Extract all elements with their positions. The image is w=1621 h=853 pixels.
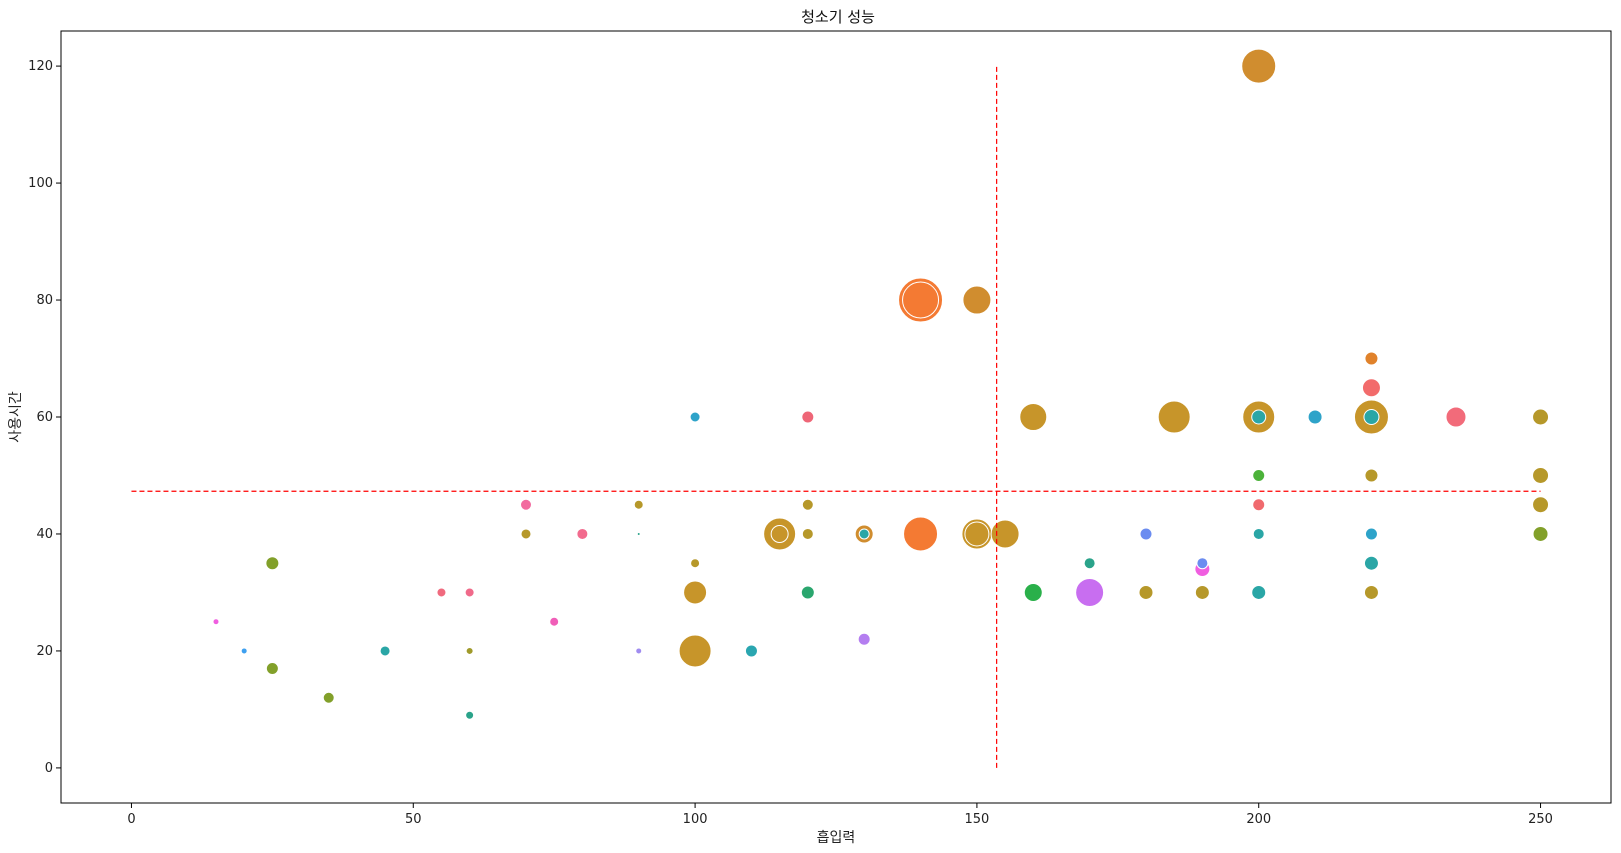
x-axis: 0 50 100 150 200 250 <box>127 803 1553 827</box>
data-point <box>1252 498 1266 512</box>
data-point <box>801 498 814 511</box>
y-tick-label: 40 <box>36 527 53 542</box>
data-point <box>265 661 279 675</box>
data-point <box>436 587 447 598</box>
data-point <box>1364 527 1378 541</box>
reference-lines <box>131 66 1541 768</box>
data-point <box>1019 403 1048 431</box>
data-point <box>1363 584 1379 600</box>
data-point <box>690 558 701 569</box>
data-point <box>1252 527 1265 540</box>
data-point <box>1251 409 1267 425</box>
data-point <box>902 281 940 319</box>
y-tick-label: 60 <box>36 410 53 425</box>
x-tick-label: 150 <box>964 812 989 827</box>
x-tick-label: 250 <box>1528 812 1553 827</box>
data-point <box>1361 378 1381 398</box>
data-point <box>990 519 1020 549</box>
data-point <box>379 645 391 657</box>
data-point <box>1445 406 1467 428</box>
data-point <box>1532 408 1550 426</box>
data-point <box>1139 527 1153 541</box>
data-point <box>520 528 532 540</box>
y-tick-label: 100 <box>28 176 53 191</box>
y-axis: 0 20 40 60 80 100 120 <box>28 59 61 776</box>
data-point <box>1252 468 1266 482</box>
y-axis-label: 사용시간 <box>8 391 24 443</box>
x-tick-label: 200 <box>1246 812 1271 827</box>
data-point <box>962 285 992 315</box>
x-axis-label: 흡입력 <box>817 830 856 846</box>
data-point <box>240 647 248 655</box>
data-point <box>800 585 815 600</box>
data-point <box>1364 468 1379 483</box>
data-point <box>1532 466 1550 484</box>
y-tick-label: 80 <box>36 293 53 308</box>
data-point <box>633 499 644 510</box>
data-point <box>464 587 475 598</box>
data-point <box>678 634 712 668</box>
data-point <box>520 498 532 511</box>
data-point <box>1532 525 1549 542</box>
x-tick-label: 50 <box>405 812 422 827</box>
data-point <box>465 710 475 720</box>
scatter-points <box>212 48 1550 720</box>
data-point <box>770 524 789 543</box>
data-point <box>964 521 990 547</box>
data-point <box>1307 409 1323 425</box>
data-point <box>683 580 708 605</box>
x-tick-label: 0 <box>127 812 135 827</box>
y-tick-label: 20 <box>36 644 53 659</box>
data-point <box>576 527 589 540</box>
data-point <box>1157 400 1191 434</box>
data-point <box>636 531 641 536</box>
y-tick-label: 120 <box>28 59 53 74</box>
data-point <box>857 632 871 646</box>
data-point <box>1194 584 1210 600</box>
data-point <box>801 410 815 424</box>
data-point <box>903 516 939 552</box>
chart-title: 청소기 성능 <box>801 8 875 26</box>
y-tick-label: 0 <box>45 761 53 776</box>
data-point <box>689 411 701 423</box>
data-point <box>1138 584 1154 600</box>
data-point <box>549 616 560 627</box>
data-point <box>265 556 280 571</box>
data-point <box>1363 555 1379 571</box>
data-point <box>212 618 220 626</box>
data-point <box>1241 48 1277 84</box>
data-point <box>1083 557 1096 570</box>
data-point <box>858 528 870 540</box>
data-point <box>1023 582 1043 602</box>
data-point <box>744 644 758 658</box>
data-point <box>1196 557 1209 570</box>
data-point <box>1363 409 1380 425</box>
data-point <box>1075 577 1105 607</box>
x-tick-label: 100 <box>683 812 708 827</box>
data-point <box>801 527 814 540</box>
data-point <box>1251 584 1267 600</box>
data-point <box>322 691 335 704</box>
data-point <box>635 647 643 655</box>
data-point <box>465 646 474 655</box>
data-point <box>1532 496 1550 514</box>
data-point <box>1364 351 1379 366</box>
